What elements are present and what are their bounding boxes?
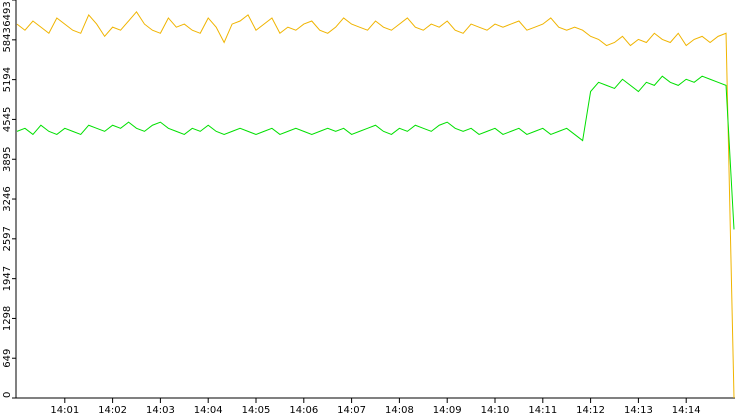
x-tick-label: 14:13	[624, 405, 653, 415]
x-tick-label: 14:01	[50, 405, 79, 415]
y-tick-label: 5194	[2, 67, 13, 92]
series-line	[16, 11, 735, 399]
y-tick-label: 0	[2, 392, 13, 398]
x-tick-label: 14:10	[481, 405, 510, 415]
series-line	[16, 75, 735, 230]
y-tick-label: 2597	[2, 226, 13, 251]
y-tick-label: 649	[2, 349, 13, 368]
x-tick-label: 14:07	[337, 405, 366, 415]
y-tick-label: 3895	[2, 147, 13, 172]
x-tick-label: 14:05	[242, 405, 271, 415]
y-tick-label: 1947	[2, 266, 13, 291]
x-tick-label: 14:06	[289, 405, 318, 415]
x-tick-label: 14:12	[576, 405, 605, 415]
x-tick-label: 14:09	[433, 405, 462, 415]
x-tick-label: 14:02	[98, 405, 127, 415]
x-tick-label: 14:11	[528, 405, 557, 415]
y-tick-label: 5843	[2, 27, 13, 52]
x-tick-label: 14:14	[672, 405, 701, 415]
y-tick-label: 1298	[2, 306, 13, 331]
x-tick-label: 14:04	[194, 405, 223, 415]
x-tick-label: 14:03	[146, 405, 175, 415]
y-tick-label: 6493	[2, 1, 13, 26]
y-tick-label: 3246	[2, 186, 13, 211]
y-tick-label: 4545	[2, 107, 13, 132]
x-tick-label: 14:08	[385, 405, 414, 415]
